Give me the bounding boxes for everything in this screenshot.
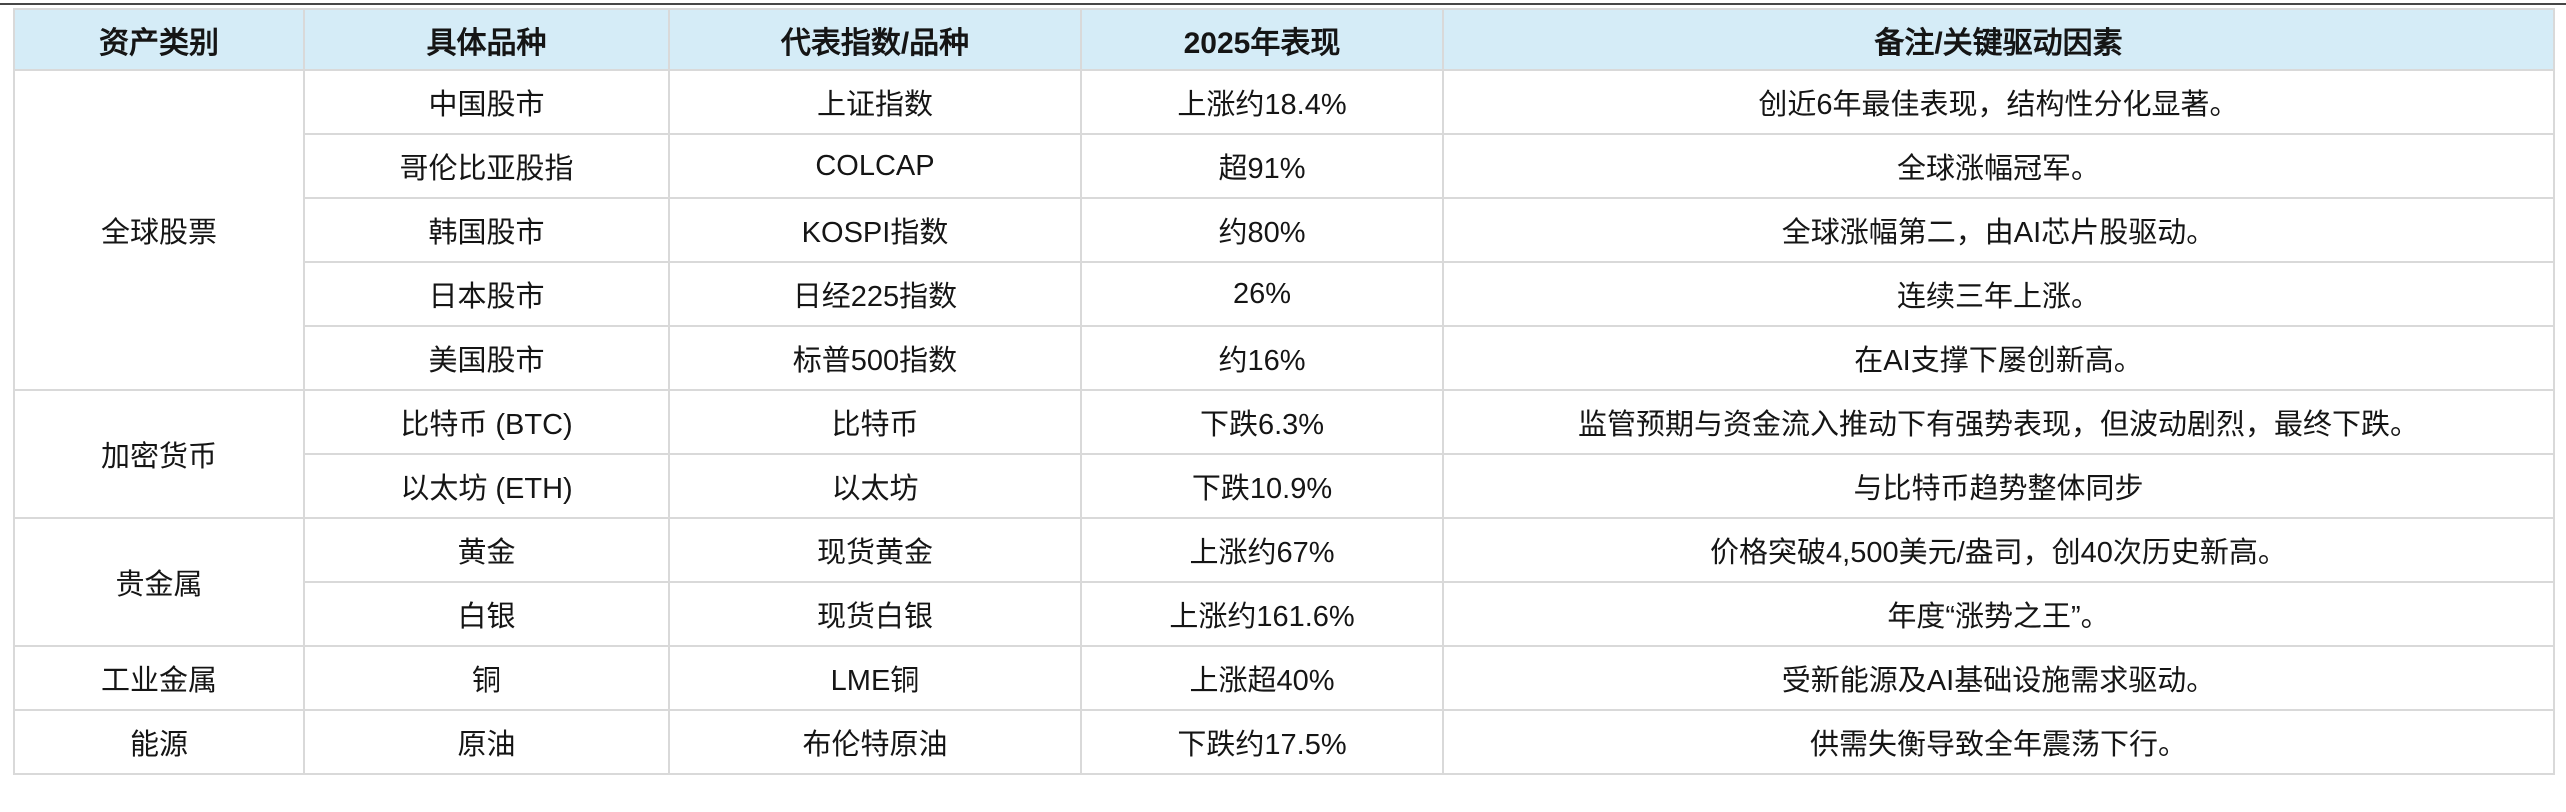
asset-performance-table: 资产类别 具体品种 代表指数/品种 2025年表现 备注/关键驱动因素 全球股票… [13,8,2555,775]
header-row: 资产类别 具体品种 代表指数/品种 2025年表现 备注/关键驱动因素 [13,8,2555,71]
variety-cell: 白银 [303,581,670,647]
variety-cell: 中国股市 [303,69,670,135]
category-cell: 全球股票 [13,69,305,391]
performance-cell: 上涨约161.6% [1080,581,1444,647]
header-cell-performance: 2025年表现 [1080,8,1444,71]
note-cell: 受新能源及AI基础设施需求驱动。 [1442,645,2555,711]
category-cell: 贵金属 [13,517,305,647]
performance-cell: 下跌约17.5% [1080,709,1444,775]
note-cell: 监管预期与资金流入推动下有强势表现，但波动剧烈，最终下跌。 [1442,389,2555,455]
table-row: 贵金属 黄金 现货黄金 上涨约67% 价格突破4,500美元/盎司，创40次历史… [13,517,2555,647]
index-cell: 以太坊 [668,453,1082,519]
variety-cell: 原油 [303,709,670,775]
table-row: 美国股市 标普500指数 约16% 在AI支撑下屡创新高。 [14,325,2555,391]
variety-cell: 日本股市 [303,261,670,327]
index-cell: 现货白银 [668,581,1082,647]
index-cell: KOSPI指数 [668,197,1082,263]
table-row: 日本股市 日经225指数 26% 连续三年上涨。 [14,261,2555,327]
note-cell: 创近6年最佳表现，结构性分化显著。 [1442,69,2555,135]
note-cell: 全球涨幅第二，由AI芯片股驱动。 [1442,197,2555,263]
performance-cell: 下跌10.9% [1080,453,1444,519]
variety-cell: 黄金 [303,517,670,583]
performance-cell: 约80% [1080,197,1444,263]
performance-cell: 上涨约18.4% [1080,69,1444,135]
category-cell: 能源 [13,709,305,775]
performance-cell: 超91% [1080,133,1444,199]
index-cell: 上证指数 [668,69,1082,135]
header-cell-category: 资产类别 [13,8,305,71]
index-cell: 现货黄金 [668,517,1082,583]
index-cell: COLCAP [668,133,1082,199]
performance-cell: 上涨超40% [1080,645,1444,711]
table-row: 韩国股市 KOSPI指数 约80% 全球涨幅第二，由AI芯片股驱动。 [14,197,2555,263]
table-row: 全球股票 中国股市 上证指数 上涨约18.4% 创近6年最佳表现，结构性分化显著… [13,69,2555,391]
index-cell: 比特币 [668,389,1082,455]
header-cell-index: 代表指数/品种 [668,8,1082,71]
variety-cell: 以太坊 (ETH) [303,453,670,519]
performance-cell: 约16% [1080,325,1444,391]
index-cell: 布伦特原油 [668,709,1082,775]
note-cell: 年度“涨势之王”。 [1442,581,2555,647]
table-row: 白银 现货白银 上涨约161.6% 年度“涨势之王”。 [14,581,2555,647]
note-cell: 全球涨幅冠军。 [1442,133,2555,199]
note-cell: 在AI支撑下屡创新高。 [1442,325,2555,391]
header-cell-variety: 具体品种 [303,8,670,71]
variety-cell: 铜 [303,645,670,711]
table-row: 哥伦比亚股指 COLCAP 超91% 全球涨幅冠军。 [14,133,2555,199]
index-cell: LME铜 [668,645,1082,711]
performance-cell: 下跌6.3% [1080,389,1444,455]
header-cell-note: 备注/关键驱动因素 [1442,8,2555,71]
note-cell: 价格突破4,500美元/盎司，创40次历史新高。 [1442,517,2555,583]
index-cell: 标普500指数 [668,325,1082,391]
variety-cell: 美国股市 [303,325,670,391]
performance-cell: 26% [1080,261,1444,327]
category-cell: 工业金属 [13,645,305,711]
table-row: 工业金属 铜 LME铜 上涨超40% 受新能源及AI基础设施需求驱动。 [13,645,2555,711]
category-cell: 加密货币 [13,389,305,519]
note-cell: 供需失衡导致全年震荡下行。 [1442,709,2555,775]
variety-cell: 韩国股市 [303,197,670,263]
variety-cell: 哥伦比亚股指 [303,133,670,199]
note-cell: 与比特币趋势整体同步 [1442,453,2555,519]
index-cell: 日经225指数 [668,261,1082,327]
table-row: 以太坊 (ETH) 以太坊 下跌10.9% 与比特币趋势整体同步 [14,453,2555,519]
top-divider-rule [0,3,2566,5]
note-cell: 连续三年上涨。 [1442,261,2555,327]
table-header: 资产类别 具体品种 代表指数/品种 2025年表现 备注/关键驱动因素 [13,8,2555,71]
table-row: 加密货币 比特币 (BTC) 比特币 下跌6.3% 监管预期与资金流入推动下有强… [13,389,2555,519]
variety-cell: 比特币 (BTC) [303,389,670,455]
table-body: 全球股票 中国股市 上证指数 上涨约18.4% 创近6年最佳表现，结构性分化显著… [13,69,2555,775]
table-row: 能源 原油 布伦特原油 下跌约17.5% 供需失衡导致全年震荡下行。 [13,709,2555,775]
performance-cell: 上涨约67% [1080,517,1444,583]
